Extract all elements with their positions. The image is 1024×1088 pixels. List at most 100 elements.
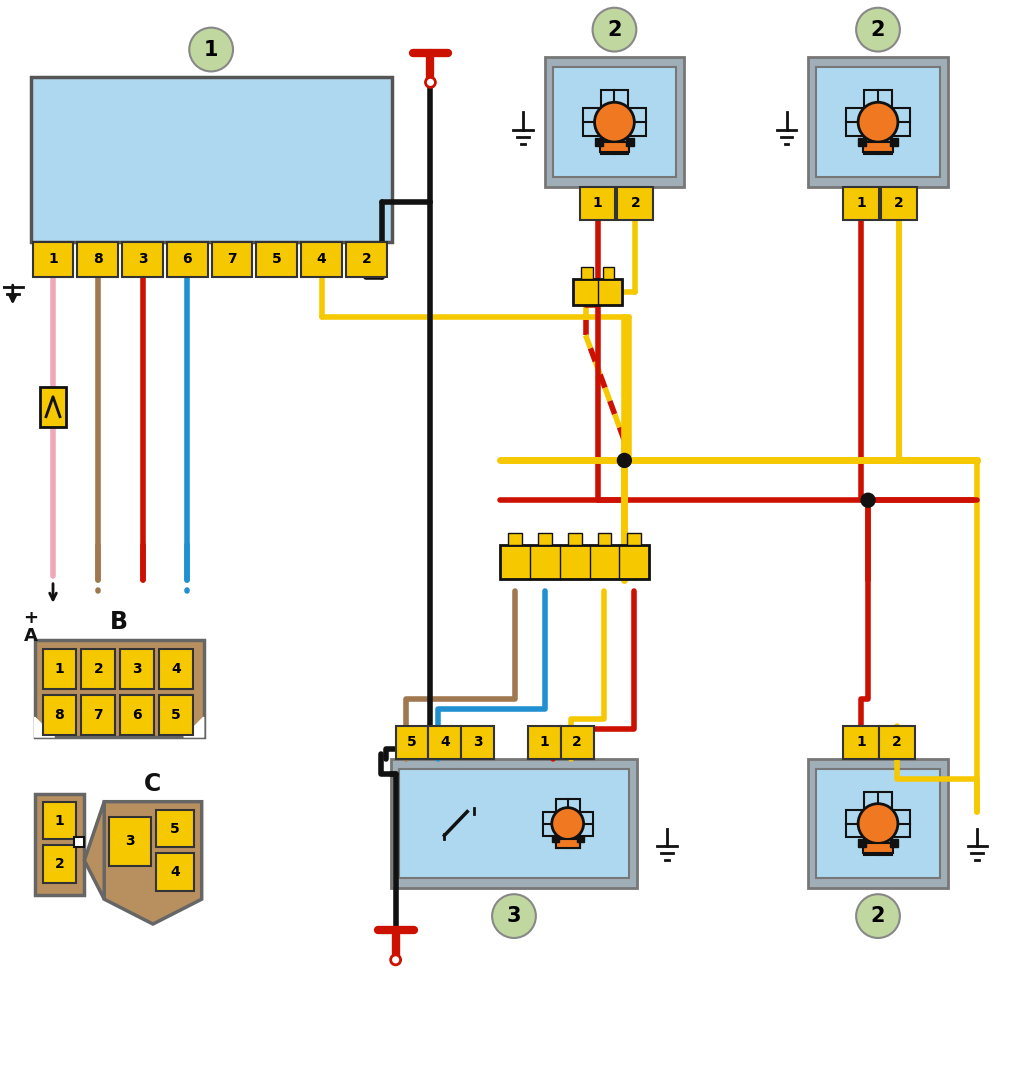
Bar [43,695,77,735]
Polygon shape [183,717,204,737]
Text: 7: 7 [227,252,237,267]
Bar [881,187,916,220]
Text: 2: 2 [631,196,640,210]
Bar [890,840,898,848]
Bar [545,58,684,187]
Text: C: C [144,771,162,795]
Bar [846,108,910,136]
Bar [602,268,614,280]
Circle shape [391,955,400,965]
Bar [122,242,163,277]
Bar [256,242,297,277]
Polygon shape [104,802,202,924]
Text: 8: 8 [93,252,102,267]
Bar [31,77,391,242]
Bar [808,759,947,888]
Bar [81,695,115,735]
Bar [598,533,611,545]
Bar [212,242,253,277]
Text: 2: 2 [572,735,582,750]
Bar [864,90,892,154]
Bar [508,533,522,545]
Bar [627,138,634,146]
Text: 2: 2 [361,252,371,267]
Bar [43,845,77,883]
Bar [858,138,866,146]
Text: 2: 2 [892,735,902,750]
Bar [816,67,940,177]
Polygon shape [35,717,54,737]
Polygon shape [84,802,104,899]
Text: 5: 5 [408,735,417,750]
Bar [346,242,387,277]
Bar [35,640,204,737]
Circle shape [858,804,898,843]
Bar [595,138,602,146]
Circle shape [493,894,536,938]
Bar [398,769,630,878]
Text: 7: 7 [93,708,103,722]
Text: 2: 2 [870,906,886,926]
Bar [843,187,879,220]
Circle shape [856,8,900,51]
Circle shape [426,77,435,87]
Bar [599,143,630,152]
Bar [572,280,623,306]
Bar [628,533,641,545]
Bar [120,650,154,690]
Text: 2: 2 [93,663,103,677]
Bar [843,726,879,759]
Bar [35,794,84,895]
Bar [461,726,495,759]
Text: 3: 3 [507,906,521,926]
Circle shape [189,27,233,72]
Bar [556,799,580,849]
Text: 2: 2 [894,196,904,210]
Text: 4: 4 [316,252,327,267]
Bar [159,650,193,690]
Text: 4: 4 [170,865,180,879]
Text: 1: 1 [54,814,65,828]
Bar [846,809,910,838]
Bar [567,533,582,545]
Bar [500,545,649,579]
Bar [808,58,947,187]
Circle shape [552,807,584,840]
Text: 2: 2 [607,20,622,39]
Bar [553,67,676,177]
Text: 1: 1 [856,735,866,750]
Text: +: + [24,608,39,627]
Text: A: A [25,627,38,644]
Bar [391,759,637,888]
Bar [40,387,66,426]
Text: 1: 1 [204,39,218,60]
Text: 1: 1 [856,196,866,210]
Bar [556,840,580,849]
Text: 3: 3 [473,735,482,750]
Circle shape [856,894,900,938]
Text: 4: 4 [440,735,450,750]
Bar [43,650,77,690]
Text: 6: 6 [182,252,193,267]
Text: 1: 1 [48,252,58,267]
Circle shape [617,454,632,468]
Bar [858,840,866,848]
Text: 8: 8 [54,708,65,722]
Bar [159,695,193,735]
Bar [120,695,154,735]
Text: 5: 5 [272,252,282,267]
Text: 1: 1 [593,196,602,210]
Bar [395,726,428,759]
Bar [580,187,615,220]
Text: 1: 1 [540,735,549,750]
Bar [528,726,561,759]
Bar [167,242,208,277]
Bar [879,726,914,759]
Text: 3: 3 [137,252,147,267]
Bar [538,533,552,545]
Text: 4: 4 [171,663,180,677]
Bar [78,242,118,277]
Circle shape [593,8,636,51]
Bar [301,242,342,277]
Text: 3: 3 [125,834,135,849]
